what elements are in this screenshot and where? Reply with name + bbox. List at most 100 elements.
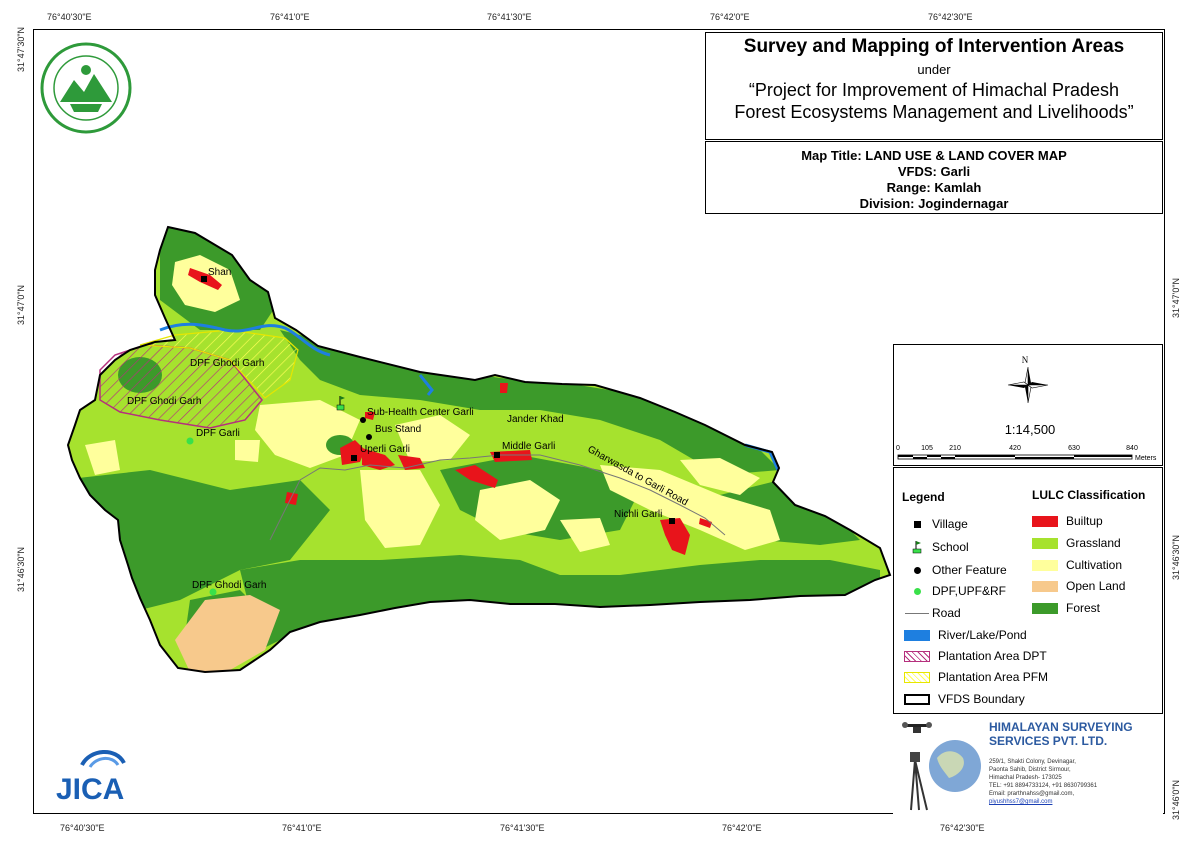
- lulc-item-open-land: Open Land: [1032, 579, 1125, 593]
- lulc-label: Forest: [1066, 601, 1101, 615]
- lulc-label: Grassland: [1066, 536, 1121, 550]
- lulc-item-builtup: Builtup: [1032, 514, 1103, 528]
- coord-bottom-5: 76°42'30"E: [940, 823, 985, 833]
- legend-item-school: School: [904, 540, 969, 554]
- legend-label: School: [932, 540, 969, 554]
- school-marker[interactable]: [336, 396, 345, 411]
- other-feature-icon: [904, 566, 930, 574]
- plantation-dpt-swatch: [904, 650, 930, 662]
- scale-tick-630: 630: [1068, 445, 1080, 452]
- legend-item-plantation-dpt: Plantation Area DPT: [904, 649, 1047, 663]
- road-line: [269, 454, 726, 541]
- feature-marker-bus-stand[interactable]: [366, 434, 372, 440]
- scale-tick-105: 105: [921, 445, 933, 452]
- village-icon: [904, 520, 930, 528]
- legend-item-dpf: DPF,UPF&RF: [904, 584, 1006, 598]
- coord-top-4: 76°42'0"E: [710, 12, 750, 22]
- legend-item-road: Road: [904, 606, 961, 620]
- coord-bottom-3: 76°41'30"E: [500, 823, 545, 833]
- builtup-area: [500, 383, 508, 393]
- feature-marker-sub-health[interactable]: [360, 417, 366, 423]
- lulc-label: Cultivation: [1066, 558, 1123, 572]
- project-title-line-2: Forest Ecosystems Management and Livelih…: [734, 102, 1134, 122]
- legend-label: Plantation Area PFM: [938, 670, 1049, 684]
- scale-bar: [897, 454, 1133, 460]
- open-land-area: [175, 595, 280, 672]
- legend-item-river: River/Lake/Pond: [904, 628, 1027, 642]
- scale-tick-840: 840: [1126, 445, 1138, 452]
- river: [159, 322, 331, 357]
- company-logo-icon: [902, 722, 981, 811]
- forest-swatch: [1032, 602, 1058, 614]
- label-nichli-garli: Nichli Garli: [614, 509, 662, 520]
- coord-bottom-2: 76°41'0"E: [282, 823, 322, 833]
- cultivation-area: [560, 518, 610, 552]
- builtup-area: [365, 412, 375, 420]
- plantation-pfm-area: [139, 329, 299, 399]
- builtup-area: [362, 448, 395, 470]
- range-text: Range: Kamlah: [886, 180, 982, 195]
- coord-bottom-1: 76°40'30"E: [60, 823, 105, 833]
- jica-logo: JICA: [56, 750, 126, 805]
- builtup-area: [660, 518, 690, 555]
- cultivation-area: [85, 440, 120, 475]
- school-icon: [904, 540, 930, 554]
- dpf-marker-ghodi-garh[interactable]: [209, 588, 217, 596]
- cultivation-area: [360, 470, 440, 548]
- vfds-text: VFDS: Garli: [897, 164, 971, 179]
- scale-tick-0: 0: [896, 445, 900, 452]
- coord-top-1: 76°40'30"E: [47, 12, 92, 22]
- lulc-label: Builtup: [1066, 514, 1103, 528]
- label-dpf-ghodi-garh-3: DPF Ghodi Garh: [192, 580, 266, 591]
- builtup-area: [285, 492, 298, 505]
- coord-top-2: 76°41'0"E: [270, 12, 310, 22]
- label-dpf-ghodi-garh-2: DPF Ghodi Garh: [127, 396, 201, 407]
- builtup-area: [398, 455, 425, 470]
- north-arrow-icon: [1007, 366, 1049, 404]
- label-dpf-ghodi-garh-1: DPF Ghodi Garh: [190, 358, 264, 369]
- builtup-swatch: [1032, 515, 1058, 527]
- hp-forest-emblem: [40, 42, 132, 134]
- project-title-line-1: “Project for Improvement of Himachal Pra…: [748, 80, 1120, 100]
- company-name-line-2: SERVICES PVT. LTD.: [989, 734, 1108, 748]
- address-line: TEL: +91 8894733124, +91 8630799361: [989, 783, 1098, 789]
- river: [418, 374, 434, 396]
- legend-label: VFDS Boundary: [938, 692, 1025, 706]
- village-marker-uperli-garli[interactable]: [351, 455, 357, 461]
- lulc-layer: [68, 227, 890, 672]
- label-jander-khad: Jander Khad: [507, 414, 564, 425]
- label-middle-garli: Middle Garli: [502, 441, 555, 452]
- legend-item-village: Village: [904, 517, 968, 531]
- scale-ratio: 1:14,500: [1005, 422, 1056, 437]
- dpf-marker-garli[interactable]: [186, 437, 194, 445]
- legend-title: Legend: [902, 490, 945, 504]
- coord-bottom-4: 76°42'0"E: [722, 823, 762, 833]
- title-box: Survey and Mapping of Intervention Areas…: [705, 32, 1163, 140]
- legend-label: River/Lake/Pond: [938, 628, 1027, 642]
- company-address: 259/1, Shakti Colony, Devinagar, Paonta …: [989, 758, 1097, 806]
- scale-tick-210: 210: [949, 445, 961, 452]
- village-marker-shan[interactable]: [201, 276, 207, 282]
- address-line[interactable]: piyushhss7@gmail.com: [989, 799, 1053, 805]
- label-dpf-garli: DPF Garli: [196, 428, 240, 439]
- lulc-label: Open Land: [1066, 579, 1126, 593]
- coord-top-5: 76°42'30"E: [928, 12, 973, 22]
- label-shan: Shan: [208, 267, 231, 278]
- legend-label: Village: [932, 517, 968, 531]
- north-label: N: [1022, 355, 1029, 365]
- map-main-title: Survey and Mapping of Intervention Areas: [743, 36, 1125, 57]
- village-marker-nichli-garli[interactable]: [669, 518, 675, 524]
- svg-text:JICA: JICA: [56, 773, 124, 805]
- lulc-item-forest: Forest: [1032, 601, 1100, 615]
- open-land-swatch: [1032, 580, 1058, 592]
- address-line: Paonta Sahib, District Sirmour,: [989, 767, 1071, 773]
- village-marker-middle-garli[interactable]: [494, 452, 500, 458]
- map-info-box: Map Title: LAND USE & LAND COVER MAP VFD…: [705, 141, 1163, 214]
- label-bus-stand: Bus Stand: [375, 424, 421, 435]
- lulc-item-cultivation: Cultivation: [1032, 558, 1122, 572]
- title-under: under: [917, 62, 951, 77]
- builtup-area: [699, 518, 712, 528]
- project-title: “Project for Improvement of Himachal Pra…: [706, 79, 1162, 123]
- cultivation-area: [395, 415, 470, 462]
